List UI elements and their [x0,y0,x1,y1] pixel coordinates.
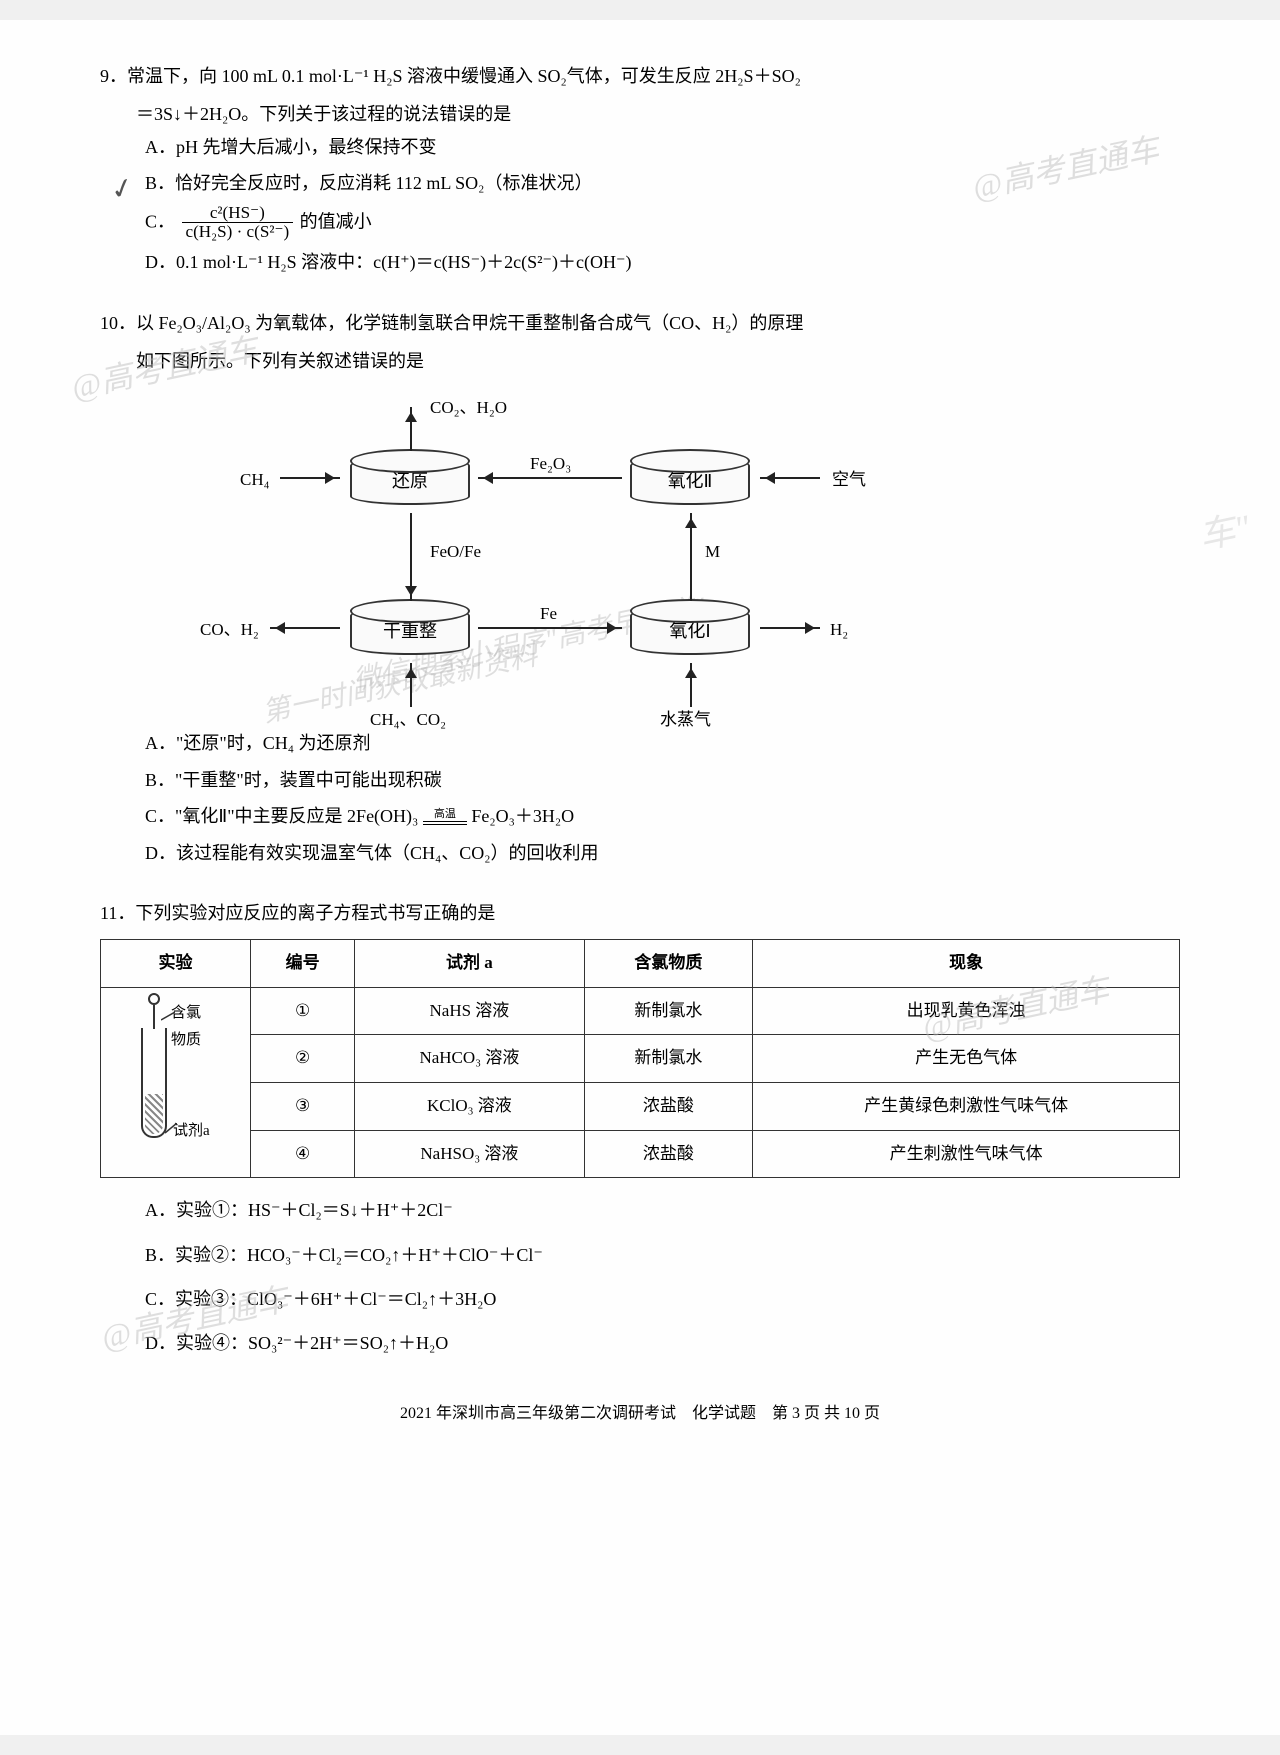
question-11: 11．下列实验对应反应的离子方程式书写正确的是 实验 编号 试剂 a 含氯物质 … [100,897,1180,1360]
option-c: C． c²(HS⁻) c(H₂S) · c(S²⁻) 的值减小 [145,204,1180,243]
option-d: D．该过程能有效实现温室气体（CH₄、CO₂）的回收利用 [145,837,1180,869]
cell-num: ② [251,1035,355,1083]
q10-options: A．"还原"时，CH₄ 为还原剂 B．"干重整"时，装置中可能出现积碳 C．"氧… [100,727,1180,869]
q11-options: A．实验①：HS⁻＋Cl₂＝S↓＋H⁺＋2Cl⁻ B．实验②：HCO₃⁻＋Cl₂… [100,1194,1180,1360]
th-reagent-a: 试剂 a [355,940,584,988]
q9-stem: 9．常温下，向 100 mL 0.1 mol·L⁻¹ H₂S 溶液中缓慢通入 S… [100,60,1180,92]
arrow [760,477,820,479]
label-m: M [705,537,720,568]
label-air: 空气 [832,465,866,496]
table-row: 含氯 物质 试剂a ① NaHS 溶液 新制氯水 出现乳黄色浑浊 [101,987,1180,1035]
th-phenomenon: 现象 [753,940,1180,988]
cell-reagent: NaHCO₃ 溶液 [355,1035,584,1083]
q10-stem: 10．以 Fe₂O₃/Al₂O₃ 为氧载体，化学链制氢联合甲烷干重整制备合成气（… [100,307,1180,339]
label-ch4-co2: CH₄、CO₂ [370,705,446,736]
arrow [690,663,692,707]
cell-phenom: 产生刺激性气味气体 [753,1130,1180,1178]
option-c: C．"氧化Ⅱ"中主要反应是 2Fe(OH)₃ 高温 Fe₂O₃＋3H₂O [145,800,1180,832]
arrow [760,627,820,629]
cell-chlorine: 浓盐酸 [584,1083,753,1131]
q11-stem: 11．下列实验对应反应的离子方程式书写正确的是 [100,897,1180,929]
pointer-line-icon [161,1010,175,1022]
question-10: 10．以 Fe₂O₃/Al₂O₃ 为氧载体，化学链制氢联合甲烷干重整制备合成气（… [100,307,1180,869]
node-oxid2: 氧化Ⅱ [630,457,750,505]
option-b: ✓ B．恰好完全反应时，反应消耗 112 mL SO₂（标准状况） [145,167,1180,199]
option-d: D．0.1 mol·L⁻¹ H₂S 溶液中：c(H⁺)＝c(HS⁻)＋2c(S²… [145,246,1180,278]
th-number: 编号 [251,940,355,988]
option-a: A．实验①：HS⁻＋Cl₂＝S↓＋H⁺＋2Cl⁻ [145,1194,1180,1226]
q-number: 9． [100,66,127,86]
option-d: D．实验④：SO₃²⁻＋2H⁺＝SO₂↑＋H₂O [145,1327,1180,1359]
fraction: c²(HS⁻) c(H₂S) · c(S²⁻) [182,204,294,243]
exam-page: @高考直通车 @高考直通车 微信搜索小程序"高考早知道" 第一时间获取最新资料 … [0,20,1280,1735]
arrow [410,407,412,451]
q9-options: A．pH 先增大后减小，最终保持不变 ✓ B．恰好完全反应时，反应消耗 112 … [100,131,1180,279]
cell-num: ① [251,987,355,1035]
cell-reagent: KClO₃ 溶液 [355,1083,584,1131]
node-oxid1: 氧化Ⅰ [630,607,750,655]
q-number: 11． [100,903,135,923]
cell-chlorine: 新制氯水 [584,1035,753,1083]
node-reform: 干重整 [350,607,470,655]
dropper-icon [148,993,160,1029]
label-fe2o3: Fe₂O₃ [530,449,571,480]
cell-phenom: 产生黄绿色刺激性气味气体 [753,1083,1180,1131]
table-row: ④ NaHSO₃ 溶液 浓盐酸 产生刺激性气味气体 [101,1130,1180,1178]
test-tube-icon [141,1028,167,1138]
watermark: 车" [1193,495,1256,569]
cell-reagent: NaHSO₃ 溶液 [355,1130,584,1178]
arrow [410,663,412,707]
q9-stem-line2: ＝3S↓＋2H₂O。下列关于该过程的说法错误的是 [100,98,1180,130]
arrow [270,627,340,629]
table-row: ② NaHCO₃ 溶液 新制氯水 产生无色气体 [101,1035,1180,1083]
label-co-h2: CO、H₂ [200,615,259,646]
table-row: ③ KClO₃ 溶液 浓盐酸 产生黄绿色刺激性气味气体 [101,1083,1180,1131]
check-mark-icon: ✓ [105,163,141,218]
page-footer: 2021 年深圳市高三年级第二次调研考试 化学试题 第 3 页 共 10 页 [100,1400,1180,1429]
option-c: C．实验③：ClO₃⁻＋6H⁺＋Cl⁻＝Cl₂↑＋3H₂O [145,1283,1180,1315]
option-b: B．"干重整"时，装置中可能出现积碳 [145,764,1180,796]
question-9: 9．常温下，向 100 mL 0.1 mol·L⁻¹ H₂S 溶液中缓慢通入 S… [100,60,1180,279]
cell-chlorine: 浓盐酸 [584,1130,753,1178]
process-diagram: 还原 氧化Ⅱ 干重整 氧化Ⅰ CO₂、H₂O FeO/Fe M Fe₂O₃ Fe… [240,387,920,717]
pointer-line-icon [165,1123,177,1135]
label-ch4: CH₄ [240,465,270,496]
arrow [410,513,412,601]
table-header-row: 实验 编号 试剂 a 含氯物质 现象 [101,940,1180,988]
cell-num: ④ [251,1130,355,1178]
reaction-condition: 高温 [423,809,467,826]
label-co2-h2o: CO₂、H₂O [430,393,507,424]
cell-phenom: 出现乳黄色浑浊 [753,987,1180,1035]
arrow [280,477,340,479]
cell-num: ③ [251,1083,355,1131]
label-chlorine-substance: 含氯 物质 [171,1000,201,1054]
experiment-table: 实验 编号 试剂 a 含氯物质 现象 含氯 物质 试剂a [100,939,1180,1178]
liquid-icon [145,1094,163,1134]
arrow [690,513,692,601]
q-number: 10． [100,313,136,333]
th-chlorine: 含氯物质 [584,940,753,988]
label-feo-fe: FeO/Fe [430,537,481,568]
q10-stem-line2: 如下图所示。下列有关叙述错误的是 [100,345,1180,377]
cell-chlorine: 新制氯水 [584,987,753,1035]
cell-phenom: 产生无色气体 [753,1035,1180,1083]
option-b: B．实验②：HCO₃⁻＋Cl₂＝CO₂↑＋H⁺＋ClO⁻＋Cl⁻ [145,1239,1180,1271]
th-experiment: 实验 [101,940,251,988]
label-steam: 水蒸气 [660,705,711,736]
cell-reagent: NaHS 溶液 [355,987,584,1035]
option-a: A．pH 先增大后减小，最终保持不变 [145,131,1180,163]
label-h2: H₂ [830,615,848,646]
label-fe: Fe [540,599,557,630]
node-reduce: 还原 [350,457,470,505]
experiment-diagram-cell: 含氯 物质 试剂a [101,987,251,1177]
label-reagent-a: 试剂a [173,1118,210,1145]
